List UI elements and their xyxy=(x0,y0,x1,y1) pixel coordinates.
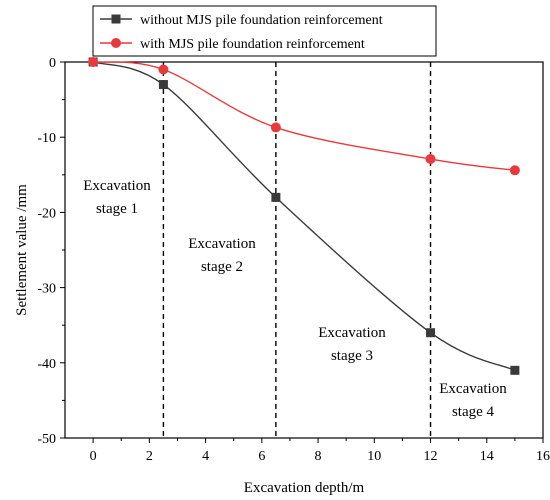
stage-2-label: Excavation xyxy=(188,236,256,252)
series-2-point xyxy=(88,57,99,67)
stage-2-label: stage 2 xyxy=(201,259,243,275)
series-1-point xyxy=(426,328,436,338)
legend-label-2: with MJS pile foundation reinforcement xyxy=(140,37,365,52)
y-tick-label: 0 xyxy=(49,56,56,71)
stage-3-label: Excavation xyxy=(318,325,386,341)
stage-1-label: stage 1 xyxy=(96,201,138,217)
series-2-point xyxy=(425,154,436,165)
legend-marker-2 xyxy=(111,38,121,48)
legend-box xyxy=(92,5,437,57)
legend-group: without MJS pile foundation reinforcemen… xyxy=(92,5,437,57)
stage-1-label: Excavation xyxy=(83,178,151,194)
series-line-2 xyxy=(93,61,515,171)
x-tick-label: 8 xyxy=(315,449,322,464)
y-axis-title: Settlement value /mm xyxy=(14,184,30,316)
x-tick-label: 14 xyxy=(480,449,494,464)
series-2-point xyxy=(509,165,520,176)
stage-4-label: Excavation xyxy=(439,381,507,397)
series-1-point xyxy=(510,365,520,375)
y-tick-label: -20 xyxy=(37,206,56,221)
y-tick-label: -30 xyxy=(37,282,56,297)
x-tick-label: 4 xyxy=(202,449,209,464)
series-line-1 xyxy=(92,61,516,371)
axes-group: 0 2 4 6 8 10 12 14 16 0 -10 -20 -30 -40 -50 Excavation … xyxy=(14,56,550,496)
stage-4-label: stage 4 xyxy=(452,404,495,420)
x-tick-label: 2 xyxy=(146,449,153,464)
annotations-group: Excavation stage 1 Excavation stage 2 Excava… xyxy=(83,178,507,420)
x-tick-label: 10 xyxy=(367,449,381,464)
x-tick-label: 12 xyxy=(424,449,438,464)
series-1-point xyxy=(158,80,168,90)
x-axis-title: Excavation depth/m xyxy=(244,480,365,496)
x-tick-label: 6 xyxy=(258,449,265,464)
y-tick-label: -40 xyxy=(37,357,56,372)
y-tick-label: -50 xyxy=(37,432,56,447)
legend-label-1: without MJS pile foundation reinforcemen… xyxy=(140,13,383,28)
series-2-point xyxy=(158,64,169,75)
x-tick-label: 16 xyxy=(536,449,550,464)
stage-3-label: stage 3 xyxy=(331,348,373,364)
x-tick-label: 0 xyxy=(90,449,97,464)
series-2-point xyxy=(270,122,281,133)
series-1-point xyxy=(271,192,281,202)
legend-marker-1 xyxy=(111,14,121,24)
y-tick-label: -10 xyxy=(37,131,56,146)
series-group xyxy=(88,57,520,375)
